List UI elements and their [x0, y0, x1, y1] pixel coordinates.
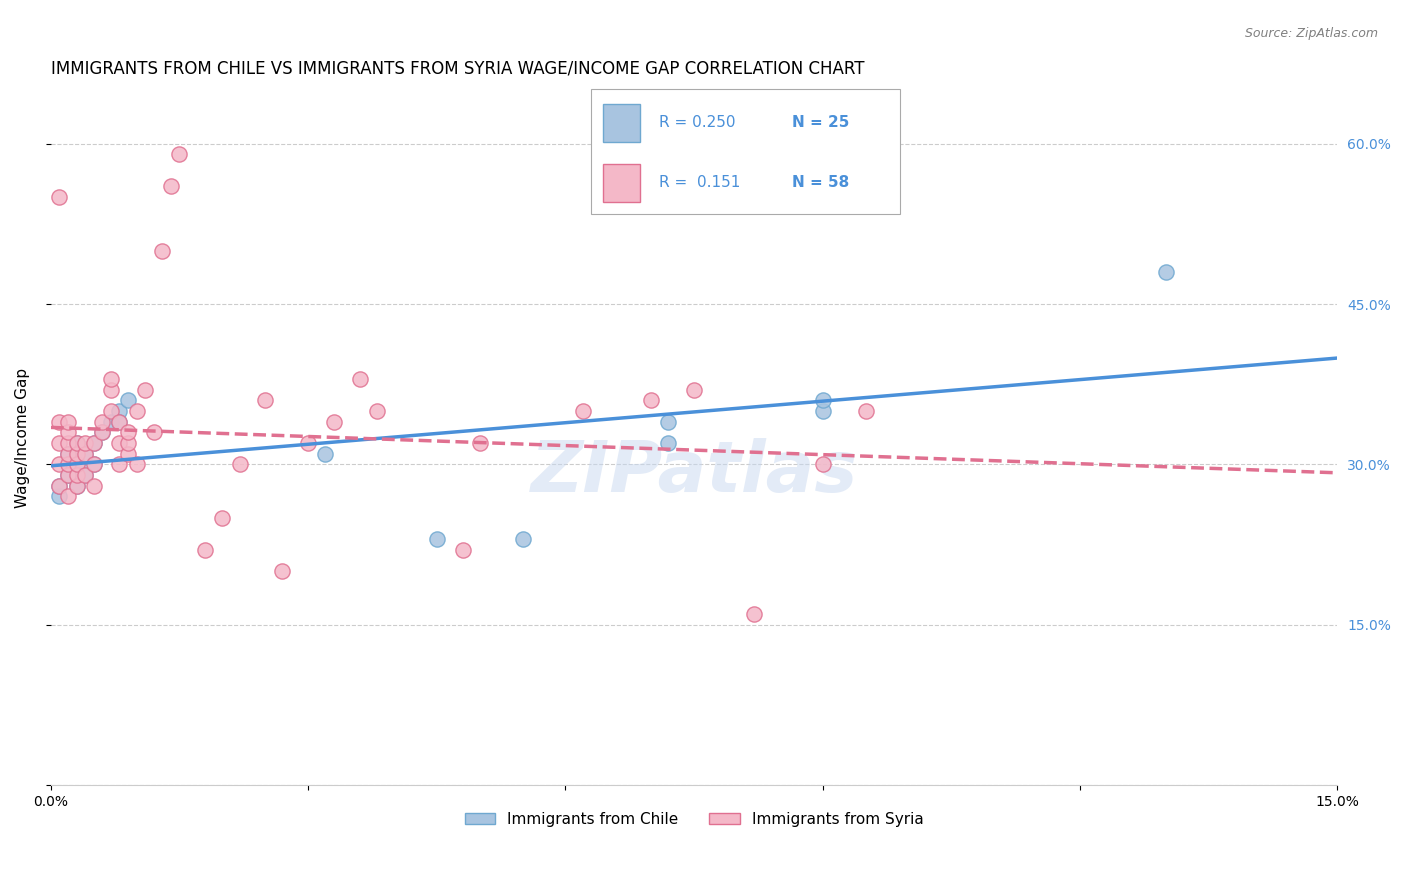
Point — [83, 436, 105, 450]
Point — [48, 436, 70, 450]
Text: ZIPatlas: ZIPatlas — [530, 438, 858, 507]
Point — [100, 415, 122, 429]
Text: IMMIGRANTS FROM CHILE VS IMMIGRANTS FROM SYRIA WAGE/INCOME GAP CORRELATION CHART: IMMIGRANTS FROM CHILE VS IMMIGRANTS FROM… — [51, 60, 865, 78]
Point — [271, 564, 294, 578]
Point — [75, 468, 97, 483]
Point — [83, 458, 105, 472]
Point — [811, 458, 834, 472]
Point — [48, 479, 70, 493]
Point — [150, 244, 173, 258]
Point — [742, 607, 765, 621]
Point — [56, 415, 79, 429]
Point — [640, 393, 662, 408]
Point — [451, 543, 474, 558]
Text: R =  0.151: R = 0.151 — [658, 176, 740, 190]
Text: Source: ZipAtlas.com: Source: ZipAtlas.com — [1244, 27, 1378, 40]
Point — [468, 436, 491, 450]
Point — [125, 458, 148, 472]
Point — [108, 458, 131, 472]
Point — [571, 404, 593, 418]
Point — [134, 383, 156, 397]
Point — [65, 436, 87, 450]
Point — [426, 533, 449, 547]
Point — [56, 425, 79, 440]
Point — [142, 425, 165, 440]
Y-axis label: Wage/Income Gap: Wage/Income Gap — [15, 368, 30, 508]
Point — [297, 436, 319, 450]
Point — [228, 458, 250, 472]
Point — [65, 479, 87, 493]
Point — [65, 468, 87, 483]
Point — [83, 458, 105, 472]
Point — [169, 147, 191, 161]
Point — [91, 425, 114, 440]
Point — [48, 490, 70, 504]
Point — [100, 404, 122, 418]
Point — [56, 458, 79, 472]
Text: N = 58: N = 58 — [792, 176, 849, 190]
Point — [811, 393, 834, 408]
FancyBboxPatch shape — [603, 104, 640, 142]
Legend: Immigrants from Chile, Immigrants from Syria: Immigrants from Chile, Immigrants from S… — [458, 805, 929, 833]
Point — [56, 447, 79, 461]
Point — [100, 372, 122, 386]
Text: N = 25: N = 25 — [792, 115, 849, 130]
Point — [48, 415, 70, 429]
Text: R = 0.250: R = 0.250 — [658, 115, 735, 130]
Point — [56, 447, 79, 461]
Point — [56, 468, 79, 483]
Point — [349, 372, 371, 386]
Point — [211, 511, 233, 525]
Point — [254, 393, 277, 408]
Point — [83, 436, 105, 450]
Point — [65, 479, 87, 493]
Point — [1154, 265, 1177, 279]
Point — [108, 404, 131, 418]
Point — [117, 393, 139, 408]
Point — [194, 543, 217, 558]
Point — [855, 404, 877, 418]
Point — [65, 458, 87, 472]
Point — [683, 383, 706, 397]
Point — [657, 436, 679, 450]
Point — [75, 468, 97, 483]
Point — [65, 458, 87, 472]
Point — [314, 447, 336, 461]
Point — [117, 447, 139, 461]
Point — [91, 415, 114, 429]
Point — [100, 383, 122, 397]
Point — [366, 404, 388, 418]
Point — [48, 458, 70, 472]
Point — [811, 404, 834, 418]
Point — [108, 415, 131, 429]
Point — [56, 490, 79, 504]
Point — [56, 458, 79, 472]
Point — [83, 479, 105, 493]
Point — [56, 436, 79, 450]
Point — [91, 425, 114, 440]
Point — [512, 533, 534, 547]
Point — [48, 190, 70, 204]
Point — [56, 468, 79, 483]
Point — [108, 415, 131, 429]
Point — [75, 436, 97, 450]
Point — [322, 415, 344, 429]
Point — [657, 415, 679, 429]
Point — [117, 425, 139, 440]
Point — [125, 404, 148, 418]
Point — [108, 436, 131, 450]
FancyBboxPatch shape — [591, 89, 900, 214]
Point — [75, 447, 97, 461]
Point — [48, 479, 70, 493]
Point — [75, 447, 97, 461]
FancyBboxPatch shape — [603, 164, 640, 202]
Point — [117, 436, 139, 450]
Point — [65, 436, 87, 450]
Point — [65, 447, 87, 461]
Point — [160, 179, 183, 194]
